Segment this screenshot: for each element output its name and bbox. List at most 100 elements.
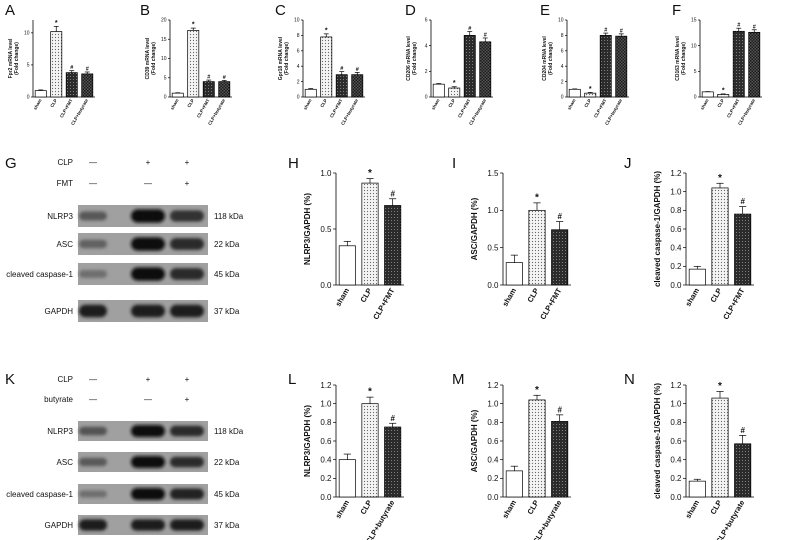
protein-band [170,456,204,468]
protein-band [170,238,204,250]
bar-clp [361,182,379,286]
y-tick-label: 20 [161,18,167,24]
molecular-weight-label: 118 kDa [214,427,244,436]
protein-band [79,239,107,249]
protein-band [131,267,165,281]
panel-b-chart: B 0 5 10 15 20 CD39 mRNA level (Fold change) sha… [140,2,232,126]
bar-clp [584,92,597,98]
y-tick-label: 1.0 [320,169,332,178]
significance-hash: # [740,426,745,435]
y-axis-label: (Fold change) [548,42,554,75]
category-label: CLP [708,287,723,304]
protein-band [79,270,107,278]
y-tick-label: 0 [164,95,167,101]
significance-hash: # [223,75,226,81]
bar-clp-butyrate [734,443,752,498]
y-tick-label: 2 [425,69,428,75]
y-tick-label: 0.2 [670,474,682,483]
y-tick-label: 5 [694,69,697,75]
bar-clp-fmt [732,30,745,98]
bar-sham [338,459,356,498]
bar-clp [448,87,461,98]
y-tick-label: 0.0 [670,281,682,290]
significance-hash: # [340,66,343,72]
y-axis-label: cleaved caspase-1/GAPDH (%) [653,383,662,499]
panel-i-chart: I 0.0 0.5 1.0 1.5 ASC/GAPDH (%) sham * CLP # CLP+F… [452,155,571,321]
blot-strip-gapdh [78,515,208,535]
molecular-weight-label: 45 kDa [214,490,240,499]
condition-sign: — [89,179,97,188]
category-label: CLP+FMT [59,98,74,119]
y-axis-label: CD206 mRNA level [406,36,412,81]
bar-clp-butyrate [615,35,628,98]
western-blots-layer: G CLP — + + FMT — — + NLRP3 118 kDa ASC 22 kDa cleave… [5,155,244,535]
bar-clp-fmt [734,213,752,286]
y-axis-label: ASC/GAPDH (%) [470,409,479,472]
category-label: sham [302,98,312,111]
significance-star: * [722,87,725,94]
condition-label: butyrate [44,395,73,404]
bar-clp-butyrate [81,73,94,98]
significance-hash: # [207,75,210,81]
panel-letter-e: E [540,2,550,19]
significance-hash: # [86,66,89,72]
category-label: CLP+FMT [538,286,563,321]
bar-sham [304,88,317,98]
y-tick-label: 1.2 [670,169,682,178]
significance-hash: # [604,28,607,34]
significance-star: * [535,385,539,396]
category-label: sham [169,98,179,111]
y-tick-label: 10 [691,43,697,49]
condition-label: FMT [57,179,74,188]
bar-clp [361,403,379,498]
significance-star: * [589,86,592,93]
panel-c-chart: C 0 2 4 6 8 10 Gpr18 mRNA level (Fold change) sha… [275,2,365,126]
significance-hash: # [390,414,395,423]
bar-clp-butyrate [384,426,402,498]
category-label: CLP [358,287,373,304]
protein-band [131,456,165,468]
bar-clp-fmt [463,35,476,98]
bar-clp [711,397,729,498]
bar-clp [711,187,729,286]
band-label: NLRP3 [47,427,73,436]
protein-band [170,304,204,318]
significance-hash: # [740,197,745,206]
category-label: CLP+FMT [371,286,396,321]
blot-strip-asc [78,452,208,472]
protein-band [79,426,107,436]
category-label: sham [683,286,701,308]
bar-sham [568,88,581,98]
molecular-weight-label: 37 kDa [214,521,240,530]
y-axis-label: Gpr18 mRNA level [278,36,284,80]
y-tick-label: 5 [164,75,167,81]
significance-hash: # [484,32,487,38]
bar-clp [717,94,730,98]
y-tick-label: 1.2 [320,381,332,390]
protein-band [170,268,204,280]
y-tick-label: 0.0 [487,493,499,502]
condition-sign: + [185,395,190,404]
significance-star: * [368,168,372,179]
bar-sham [171,92,184,98]
y-tick-label: 10 [161,56,167,62]
y-axis-label: CD204 mRNA level [542,36,548,81]
bar-sham [688,268,706,286]
band-label: ASC [57,458,74,467]
band-label: GAPDH [45,307,74,316]
bar-sham [432,83,445,98]
y-axis-label: (Fold change) [412,42,418,75]
panel-letter-i: I [452,155,456,172]
bar-sham [688,480,706,498]
y-tick-label: 1.0 [487,399,499,408]
condition-sign: + [185,158,190,167]
category-label: sham [699,98,709,111]
bar-clp [50,31,63,98]
category-label: sham [683,498,701,520]
molecular-weight-label: 22 kDa [214,458,240,467]
bar-clp [528,209,546,286]
y-tick-label: 0.8 [487,418,499,427]
condition-sign: — [144,395,152,404]
category-label: CLP [358,499,373,516]
bar-clp-fmt [551,229,569,286]
